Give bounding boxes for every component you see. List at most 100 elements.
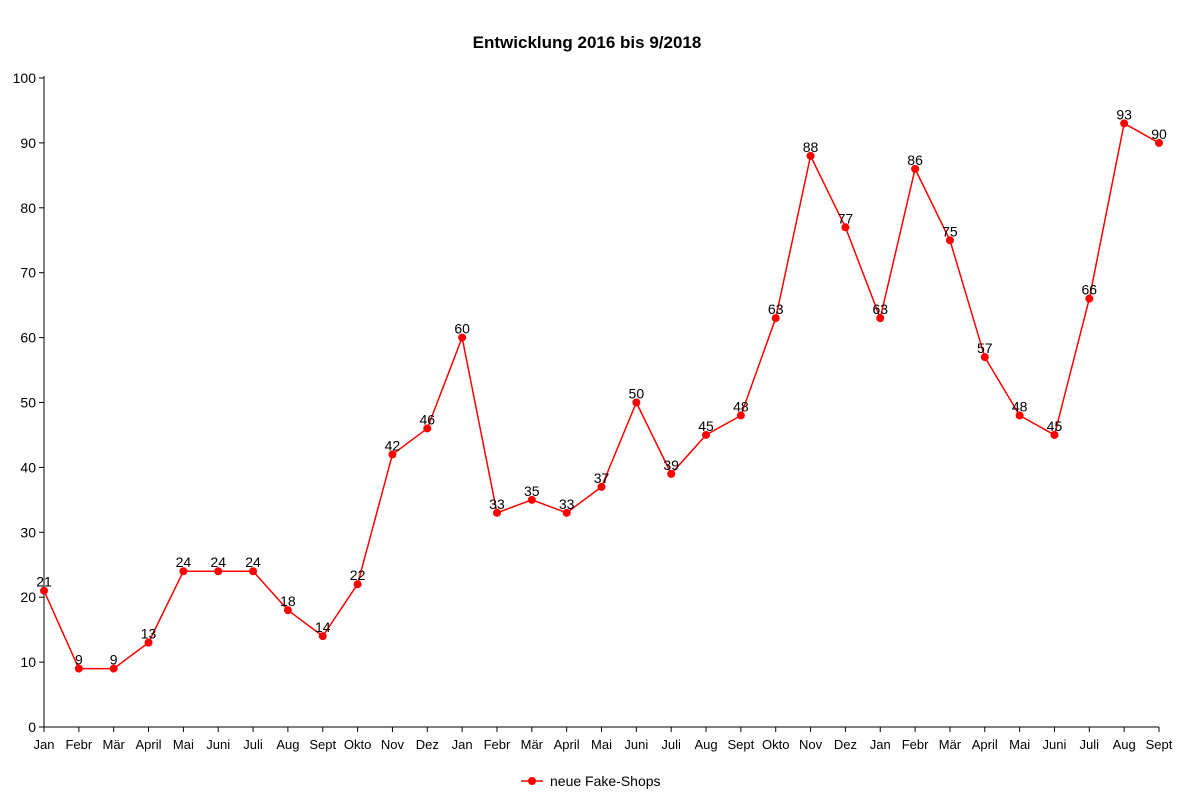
data-label: 33 bbox=[559, 496, 575, 512]
data-label: 48 bbox=[1012, 398, 1028, 414]
data-point bbox=[179, 567, 188, 576]
data-point bbox=[283, 606, 292, 615]
data-point bbox=[318, 632, 327, 641]
x-tick-label: Sept bbox=[728, 737, 755, 752]
series-line-group bbox=[43, 122, 1160, 670]
data-point bbox=[109, 664, 118, 673]
y-tick-label: 10 bbox=[20, 654, 36, 670]
data-label: 45 bbox=[1047, 418, 1063, 434]
data-label: 88 bbox=[803, 139, 819, 155]
x-tick-label: Dez bbox=[834, 737, 857, 752]
data-point bbox=[458, 333, 467, 342]
y-tick-label: 30 bbox=[20, 524, 36, 540]
data-label: 9 bbox=[110, 652, 118, 668]
data-point bbox=[249, 567, 258, 576]
data-point bbox=[492, 508, 501, 517]
data-point bbox=[527, 495, 536, 504]
data-label: 90 bbox=[1151, 126, 1167, 142]
y-tick-label: 50 bbox=[20, 395, 36, 411]
x-tick-label: Mär bbox=[102, 737, 125, 752]
data-point bbox=[423, 424, 432, 433]
data-label: 75 bbox=[942, 223, 958, 239]
legend-label: neue Fake-Shops bbox=[550, 773, 661, 789]
data-label: 39 bbox=[663, 457, 679, 473]
x-tick-label: Juni bbox=[624, 737, 648, 752]
y-tick-label: 80 bbox=[20, 200, 36, 216]
data-label: 24 bbox=[245, 554, 261, 570]
x-tick-label: Okto bbox=[344, 737, 371, 752]
chart-title: Entwicklung 2016 bis 9/2018 bbox=[473, 33, 702, 52]
x-tick-label: Juni bbox=[1043, 737, 1067, 752]
x-tick-label: Dez bbox=[416, 737, 439, 752]
data-label: 93 bbox=[1116, 106, 1132, 122]
data-label: 14 bbox=[315, 619, 331, 635]
data-points bbox=[40, 119, 1163, 673]
x-tick-label: Febr bbox=[902, 737, 929, 752]
data-point bbox=[945, 236, 954, 245]
data-point bbox=[841, 223, 850, 232]
data-label: 60 bbox=[454, 321, 470, 337]
data-label: 33 bbox=[489, 496, 505, 512]
data-point bbox=[771, 314, 780, 323]
x-tick-label: Jan bbox=[34, 737, 55, 752]
data-point bbox=[144, 638, 153, 647]
data-point bbox=[632, 398, 641, 407]
x-tick-label: Febr bbox=[65, 737, 92, 752]
data-point bbox=[388, 450, 397, 459]
x-tick-label: Jan bbox=[452, 737, 473, 752]
data-point bbox=[806, 151, 815, 160]
x-tick-label: Mai bbox=[1009, 737, 1030, 752]
data-label: 37 bbox=[594, 470, 610, 486]
x-tick-label: Sept bbox=[309, 737, 336, 752]
data-label: 21 bbox=[36, 574, 52, 590]
x-tick-label: Aug bbox=[694, 737, 717, 752]
data-point bbox=[736, 411, 745, 420]
data-point bbox=[597, 482, 606, 491]
x-tick-label: Febr bbox=[484, 737, 511, 752]
x-tick-label: Jan bbox=[870, 737, 891, 752]
data-label: 22 bbox=[350, 567, 366, 583]
x-tick-label: Juli bbox=[1080, 737, 1100, 752]
legend: neue Fake-Shops bbox=[521, 773, 661, 789]
x-tick-label: Juli bbox=[661, 737, 681, 752]
x-tick-label: Mai bbox=[173, 737, 194, 752]
x-tick-label: Mär bbox=[521, 737, 544, 752]
x-tick-label: Aug bbox=[276, 737, 299, 752]
legend-marker-swatch bbox=[528, 777, 536, 785]
data-label: 66 bbox=[1082, 282, 1098, 298]
data-label: 18 bbox=[280, 593, 296, 609]
y-tick-label: 100 bbox=[13, 70, 37, 86]
data-point bbox=[74, 664, 83, 673]
data-point bbox=[911, 164, 920, 173]
x-tick-label: Aug bbox=[1113, 737, 1136, 752]
y-tick-label: 20 bbox=[20, 589, 36, 605]
y-tick-label: 90 bbox=[20, 135, 36, 151]
data-point bbox=[1085, 294, 1094, 303]
data-label: 24 bbox=[176, 554, 192, 570]
data-label: 77 bbox=[838, 210, 854, 226]
data-point bbox=[980, 353, 989, 362]
data-point bbox=[1015, 411, 1024, 420]
data-label: 24 bbox=[210, 554, 226, 570]
data-label: 57 bbox=[977, 340, 993, 356]
x-tick-label: Sept bbox=[1146, 737, 1173, 752]
y-tick-label: 0 bbox=[28, 719, 36, 735]
y-tick-label: 60 bbox=[20, 330, 36, 346]
data-point bbox=[1120, 119, 1129, 128]
x-tick-label: April bbox=[554, 737, 580, 752]
x-tick-label: Nov bbox=[381, 737, 405, 752]
y-tick-label: 40 bbox=[20, 459, 36, 475]
x-tick-label: Juli bbox=[243, 737, 263, 752]
data-point bbox=[40, 586, 48, 595]
data-label: 63 bbox=[872, 301, 888, 317]
data-label: 45 bbox=[698, 418, 714, 434]
data-label: 50 bbox=[629, 386, 645, 402]
x-tick-label: Nov bbox=[799, 737, 823, 752]
data-point bbox=[876, 314, 885, 323]
data-point bbox=[702, 430, 711, 439]
data-point bbox=[562, 508, 571, 517]
series-line bbox=[43, 122, 1160, 670]
data-label: 46 bbox=[419, 411, 435, 427]
data-point bbox=[214, 567, 223, 576]
